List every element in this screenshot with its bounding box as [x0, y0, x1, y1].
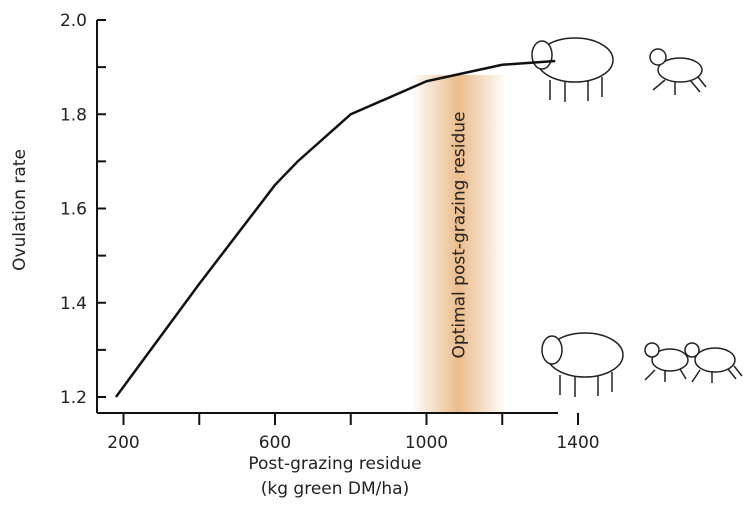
y-axis-label: Ovulation rate	[10, 149, 30, 271]
annotation: Optimal post-grazing residue	[450, 111, 470, 358]
y-tick-label: 1.4	[60, 294, 87, 314]
y-tick-label: 1.8	[60, 105, 87, 125]
y-tick-label: 2.0	[60, 11, 87, 31]
x-axis-label: (kg green DM/ha)	[261, 479, 409, 499]
sheep-icon	[541, 332, 743, 397]
sheep-icon	[531, 37, 707, 102]
y-tick-label: 1.6	[60, 200, 87, 220]
x-tick-label: 600	[259, 433, 291, 453]
optimal-band	[411, 75, 507, 413]
line	[114, 59, 556, 398]
x-tick-label: 200	[107, 433, 139, 453]
x-tick-label: 1400	[556, 433, 599, 453]
x-tick-label: 1000	[405, 433, 448, 453]
x-axis-label: Post-grazing residue	[248, 454, 421, 474]
y-tick-label: 1.2	[60, 388, 87, 408]
